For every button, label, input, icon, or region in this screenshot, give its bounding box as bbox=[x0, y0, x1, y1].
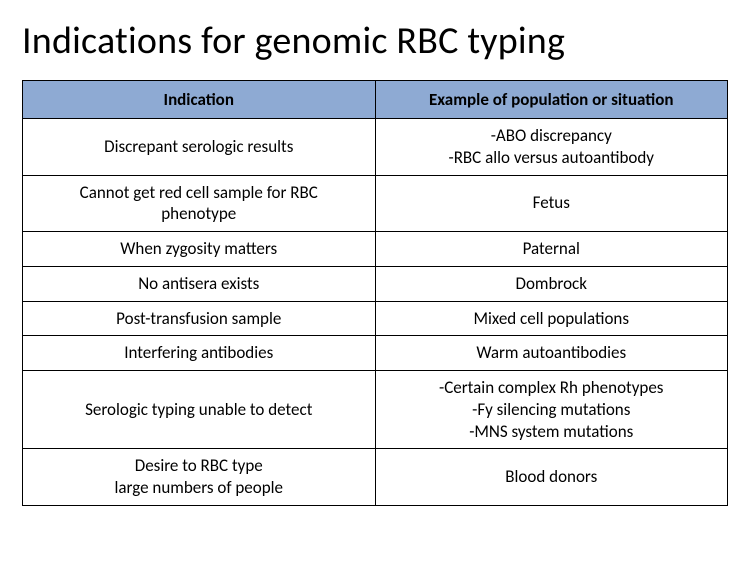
col-header-example: Example of population or situation bbox=[375, 81, 728, 119]
cell-example: Mixed cell populations bbox=[375, 301, 728, 336]
cell-example: Blood donors bbox=[375, 449, 728, 506]
cell-indication: Interfering antibodies bbox=[23, 336, 376, 371]
table-row: Interfering antibodies Warm autoantibodi… bbox=[23, 336, 728, 371]
cell-example: -ABO discrepancy -RBC allo versus autoan… bbox=[375, 119, 728, 176]
cell-indication: Discrepant serologic results bbox=[23, 119, 376, 176]
table-header-row: Indication Example of population or situ… bbox=[23, 81, 728, 119]
cell-indication: When zygosity matters bbox=[23, 232, 376, 267]
cell-indication: Cannot get red cell sample for RBC pheno… bbox=[23, 175, 376, 232]
cell-example: Paternal bbox=[375, 232, 728, 267]
cell-example: Fetus bbox=[375, 175, 728, 232]
cell-indication: Serologic typing unable to detect bbox=[23, 371, 376, 449]
table-row: Desire to RBC type large numbers of peop… bbox=[23, 449, 728, 506]
col-header-indication: Indication bbox=[23, 81, 376, 119]
table-row: Serologic typing unable to detect -Certa… bbox=[23, 371, 728, 449]
slide-title: Indications for genomic RBC typing bbox=[22, 18, 728, 64]
cell-example: -Certain complex Rh phenotypes -Fy silen… bbox=[375, 371, 728, 449]
table-row: Post-transfusion sample Mixed cell popul… bbox=[23, 301, 728, 336]
cell-indication: Post-transfusion sample bbox=[23, 301, 376, 336]
cell-example: Dombrock bbox=[375, 266, 728, 301]
cell-example: Warm autoantibodies bbox=[375, 336, 728, 371]
table-row: Discrepant serologic results -ABO discre… bbox=[23, 119, 728, 176]
cell-indication: No antisera exists bbox=[23, 266, 376, 301]
cell-indication: Desire to RBC type large numbers of peop… bbox=[23, 449, 376, 506]
table-row: When zygosity matters Paternal bbox=[23, 232, 728, 267]
indications-table: Indication Example of population or situ… bbox=[22, 80, 728, 506]
table-row: Cannot get red cell sample for RBC pheno… bbox=[23, 175, 728, 232]
table-row: No antisera exists Dombrock bbox=[23, 266, 728, 301]
